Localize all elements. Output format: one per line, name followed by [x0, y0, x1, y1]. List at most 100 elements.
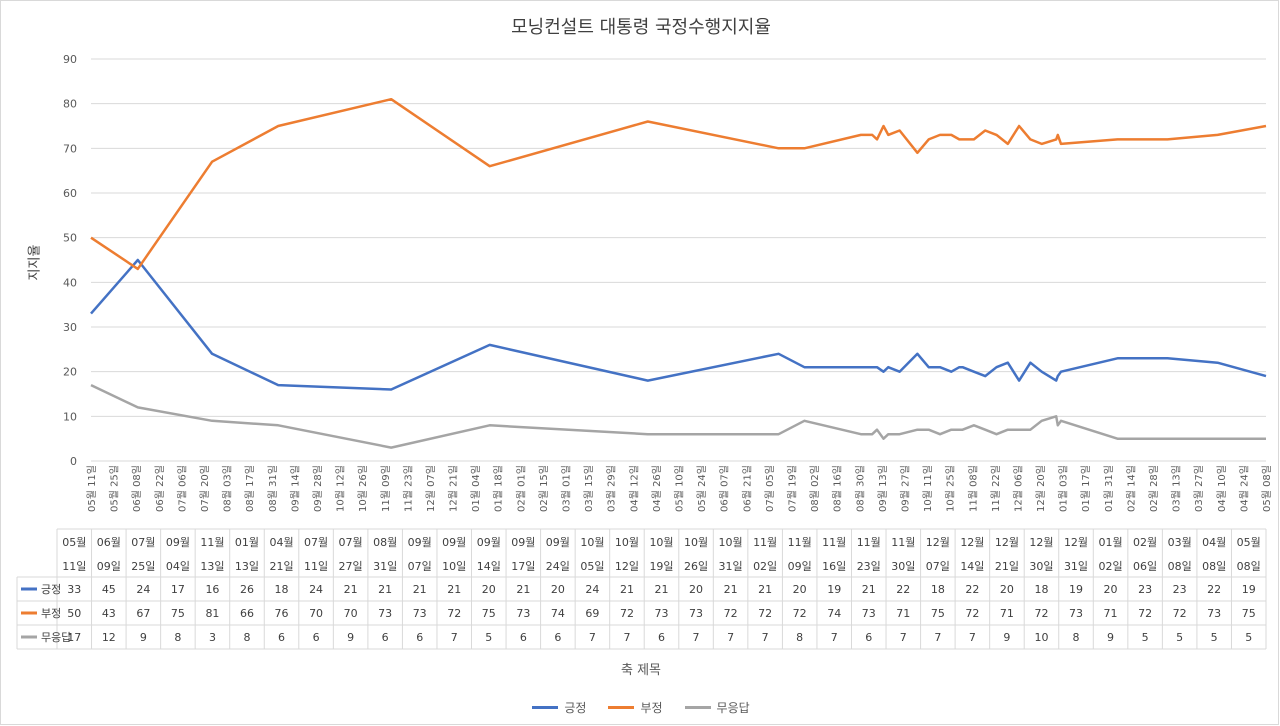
table-header-month: 05월 — [1237, 536, 1261, 549]
table-header-month: 03월 — [1168, 536, 1192, 549]
table-cell-value: 9 — [1107, 631, 1114, 644]
table-header-month: 09월 — [408, 536, 432, 549]
x-tick-label: 12월 07일 — [425, 465, 437, 512]
table-header-day: 13일 — [235, 559, 259, 573]
table-cell-value: 74 — [551, 607, 565, 620]
table-header-day: 09일 — [788, 559, 812, 573]
table-cell-value: 74 — [827, 607, 841, 620]
x-tick-label: 11월 09일 — [380, 465, 392, 512]
table-cell-value: 43 — [102, 607, 116, 620]
table-cell-value: 72 — [1138, 607, 1152, 620]
table-header-month: 11월 — [822, 536, 846, 549]
table-cell-value: 21 — [344, 583, 358, 596]
x-tick-label: 05월 10일 — [674, 465, 686, 512]
table-cell-value: 7 — [727, 631, 734, 644]
table-cell-value: 21 — [655, 583, 669, 596]
table-header-month: 10월 — [684, 536, 708, 549]
table-header-month: 11월 — [200, 536, 224, 549]
y-tick-label: 60 — [63, 187, 77, 200]
table-cell-value: 17 — [67, 631, 81, 644]
table-header-month: 07월 — [339, 536, 363, 549]
table-header-month: 06월 — [97, 536, 121, 549]
table-header-month: 10월 — [615, 536, 639, 549]
x-tick-label: 01월 17일 — [1080, 465, 1092, 512]
table-header-month: 08월 — [373, 536, 397, 549]
table-cell-value: 24 — [309, 583, 323, 596]
table-cell-value: 20 — [1104, 583, 1118, 596]
table-header-month: 10월 — [580, 536, 604, 549]
table-cell-value: 5 — [485, 631, 492, 644]
table-cell-value: 18 — [275, 583, 289, 596]
table-header-month: 09월 — [442, 536, 466, 549]
table-cell-value: 21 — [758, 583, 772, 596]
table-cell-value: 24 — [585, 583, 599, 596]
table-cell-value: 22 — [965, 583, 979, 596]
x-tick-label: 03월 15일 — [583, 465, 595, 512]
table-cell-value: 75 — [171, 607, 185, 620]
table-header-day: 14일 — [477, 559, 501, 573]
y-tick-label: 10 — [63, 410, 77, 423]
table-header-month: 11월 — [753, 536, 777, 549]
table-header-day: 02일 — [753, 559, 777, 573]
table-header-month: 10월 — [719, 536, 743, 549]
table-cell-value: 8 — [796, 631, 803, 644]
x-tick-label: 07월 19일 — [786, 465, 798, 512]
table-header-month: 07월 — [304, 536, 328, 549]
table-cell-value: 9 — [347, 631, 354, 644]
table-header-month: 09월 — [477, 536, 501, 549]
table-cell-value: 17 — [171, 583, 185, 596]
table-header-day: 19일 — [649, 559, 673, 573]
table-cell-value: 33 — [67, 583, 81, 596]
table-cell-value: 50 — [67, 607, 81, 620]
x-tick-label: 08월 30일 — [854, 465, 866, 512]
table-header-day: 24일 — [546, 559, 570, 573]
table-header-month: 09월 — [166, 536, 190, 549]
table-header-month: 12월 — [960, 536, 984, 549]
table-header-month: 09월 — [511, 536, 535, 549]
table-cell-value: 20 — [1000, 583, 1014, 596]
table-header-day: 02일 — [1098, 559, 1122, 573]
x-tick-label: 10월 25일 — [945, 465, 957, 512]
x-tick-label: 12월 21일 — [448, 465, 460, 512]
legend-item: 긍정 — [532, 699, 586, 716]
x-tick-label: 02월 14일 — [1125, 465, 1137, 512]
legend-label: 무응답 — [716, 701, 750, 715]
table-header-month: 12월 — [926, 536, 950, 549]
table-cell-value: 73 — [378, 607, 392, 620]
x-tick-label: 09월 27일 — [899, 465, 911, 512]
table-cell-value: 26 — [240, 583, 254, 596]
table-cell-value: 19 — [827, 583, 841, 596]
x-tick-label: 02월 15일 — [538, 465, 550, 512]
table-cell-value: 72 — [758, 607, 772, 620]
table-cell-value: 72 — [1173, 607, 1187, 620]
x-tick-label: 03월 27일 — [1193, 465, 1205, 512]
x-tick-label: 08월 17일 — [244, 465, 256, 512]
table-header-day: 11일 — [62, 559, 86, 573]
x-tick-label: 01월 03일 — [1058, 465, 1070, 512]
table-cell-value: 20 — [551, 583, 565, 596]
table-series-name: 부정 — [41, 607, 61, 620]
table-cell-value: 73 — [689, 607, 703, 620]
x-tick-label: 05월 25일 — [109, 465, 121, 512]
table-cell-value: 22 — [896, 583, 910, 596]
table-cell-value: 5 — [1142, 631, 1149, 644]
table-cell-value: 72 — [793, 607, 807, 620]
table-header-day: 25일 — [131, 559, 155, 573]
table-cell-value: 7 — [900, 631, 907, 644]
table-cell-value: 21 — [516, 583, 530, 596]
table-cell-value: 7 — [623, 631, 630, 644]
x-tick-label: 04월 10일 — [1216, 465, 1228, 512]
x-tick-label: 08월 16일 — [832, 465, 844, 512]
table-cell-value: 6 — [382, 631, 389, 644]
table-cell-value: 7 — [934, 631, 941, 644]
table-cell-value: 3 — [209, 631, 216, 644]
table-header-month: 04월 — [1202, 536, 1226, 549]
table-header-day: 16일 — [822, 559, 846, 573]
table-cell-value: 73 — [413, 607, 427, 620]
table-cell-value: 7 — [831, 631, 838, 644]
legend-label: 부정 — [640, 701, 663, 715]
table-cell-value: 5 — [1176, 631, 1183, 644]
table-header-day: 12일 — [615, 559, 639, 573]
table-header-day: 04일 — [166, 559, 190, 573]
